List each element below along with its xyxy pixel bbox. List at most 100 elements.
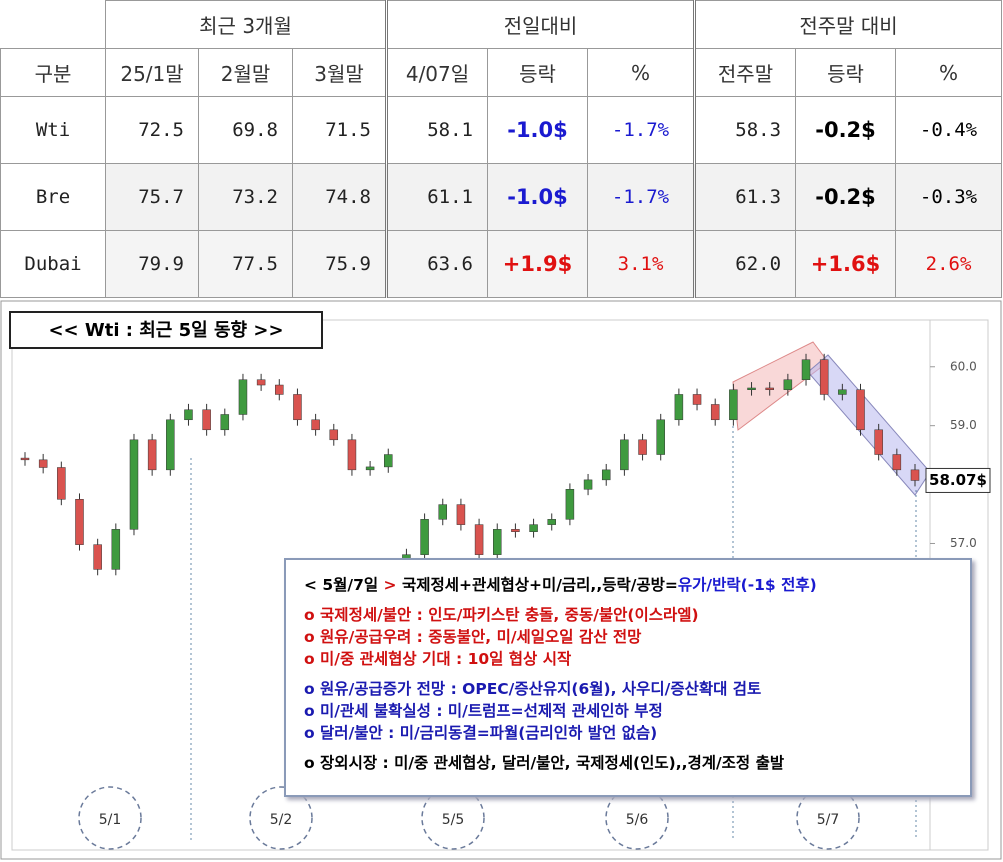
row-label: Dubai [0,230,106,298]
candle-body [293,394,302,421]
cell: +1.6$ [795,230,897,298]
y-tick-label: 59.0 [950,418,977,432]
notes-item: o 미/관세 불확실성 : 미/트럼프=선제적 관세인하 부정 [304,702,663,720]
candle-body [129,439,139,530]
candle-body [874,429,883,455]
cell: -1.7% [586,96,696,164]
candle-body [202,409,211,431]
column-header: 등락 [795,48,897,97]
candle-body [674,394,684,421]
plot-frame [11,319,989,851]
cell: 58.1 [385,96,488,164]
cell: 74.8 [292,163,387,231]
row-label: Bre [0,163,106,231]
x-label: 5/5 [442,812,465,828]
column-header: 전주말 [693,48,797,97]
candle-body [347,439,357,471]
candle-body [329,429,339,441]
candle-body [656,419,665,455]
cell: -0.2$ [795,96,897,164]
price-label: 58.07$ [929,471,987,489]
cell: -0.2$ [795,163,897,231]
cell: 63.6 [385,230,488,298]
notes-title-part: 유가/반락(-1$ 전후) [677,576,817,594]
title-box [9,311,323,349]
notes-group: o 장외시장 : 미/중 관세협상, 달러/불안, 국제정세(인도),,경계/조… [304,752,952,774]
candle-body [529,524,538,532]
cell: -1.0$ [487,96,588,164]
candle-body [238,379,248,415]
cell: 3.1% [586,230,696,298]
candle-body [892,454,902,471]
candle-body [601,469,611,481]
cell: 69.8 [198,96,293,164]
candle-body [819,359,829,395]
chart-title: << Wti : 최근 5일 동향 >> [48,320,283,341]
cell: -0.3% [895,163,1003,231]
candle-body [838,389,847,395]
candle-body [111,529,121,570]
column-header: 25/1말 [105,48,199,97]
candle-body [184,409,193,421]
y-tick-label: 57.0 [950,536,977,550]
price-table: 최근 3개월 전일대비 전주말 대비 구분 25/1말 2월말 3월말 4/07일 등락%… [0,0,1003,298]
notes-item: o 원유/공급증가 전망 : OPEC/증산유지(6월), 사우디/증산확대 검… [304,680,762,698]
candle-body [456,504,466,525]
notes-item: o 달러/불안 : 미/금리동결=파월(금리인하 발언 없슴) [304,724,658,742]
table-row: Bre 75.7 73.2 74.8 61.1 -1.0$ -1.7% 61.3 -0.2$ -0… [0,163,1003,231]
x-label: 5/7 [817,812,840,828]
candle-body [256,379,266,386]
candle-body [547,519,556,525]
notes-title: < 5월/7일 > 국제정세+관세협상+미/금리,,등락/공방=유가/반락(-1… [304,574,952,596]
cell: 72.5 [105,96,199,164]
cell: 61.1 [385,163,488,231]
notes-group: o 원유/공급증가 전망 : OPEC/증산유지(6월), 사우디/증산확대 검… [304,678,952,744]
cell: 77.5 [198,230,293,298]
row-label: Wti [0,96,106,164]
candle-body [147,439,157,471]
notes-group: o 국제정세/불안 : 인도/파키스탄 충돌, 중동/불안(이스라엘) o 원유/… [304,604,952,670]
notes-item: o 국제정세/불안 : 인도/파키스탄 충돌, 중동/불안(이스라엘) [304,606,699,624]
notes-title-part: < [304,576,323,594]
candle-body [384,454,393,468]
cell: 79.9 [105,230,199,298]
column-header: 구분 [0,48,106,97]
price-label-box [925,467,991,493]
group-header: 최근 3개월 [105,0,387,49]
candle-body [474,524,484,555]
y-tick-label: 60.0 [950,359,977,373]
candle-body [75,499,84,545]
notes-title-part: 국제정세+관세협상+미/금리,,등락/공방= [401,576,678,594]
cell: -0.4% [895,96,1003,164]
cell: 71.5 [292,96,387,164]
day-circle [78,786,142,850]
candle-body [311,419,320,431]
candle-body [220,414,230,431]
candle-body [747,387,756,390]
cell: -1.0$ [487,163,588,231]
candle-body [638,439,647,455]
column-header: 4/07일 [385,48,488,97]
candle-body [166,419,175,471]
notes-item: o 미/중 관세협상 기대 : 10일 협상 시작 [304,650,572,668]
cell: 2.6% [895,230,1003,298]
cell: 73.2 [198,163,293,231]
candle-body [20,457,30,461]
x-label: 5/6 [626,812,649,828]
candle-body [710,404,720,421]
candle-body [583,479,593,490]
candle-body [729,389,738,421]
cell: 75.7 [105,163,199,231]
column-header: % [586,48,696,97]
cell: 61.3 [693,163,797,231]
notes-title-part: > [378,576,402,594]
candle-body [783,379,793,390]
candle-body [801,359,811,380]
candle-body [565,489,575,520]
table-row: Dubai 79.9 77.5 75.9 63.6 +1.9$ 3.1% 62.0 +1.6$ 2… [0,230,1003,298]
candle-body [57,467,66,500]
day-circle [249,786,313,850]
column-header: 등락 [487,48,588,97]
notes-item: o 장외시장 : 미/중 관세협상, 달러/불안, 국제정세(인도),,경계/조… [304,754,785,772]
